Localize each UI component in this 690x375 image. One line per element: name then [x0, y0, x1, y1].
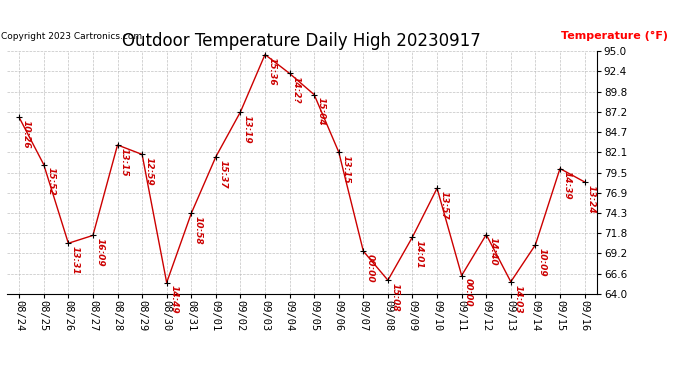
Text: 14:40: 14:40 [489, 237, 497, 266]
Text: 13:31: 13:31 [71, 246, 80, 274]
Text: 14:01: 14:01 [415, 240, 424, 268]
Text: 15:36: 15:36 [268, 57, 277, 86]
Text: 10:58: 10:58 [194, 216, 203, 245]
Text: 12:59: 12:59 [144, 157, 154, 186]
Text: 13:57: 13:57 [440, 191, 449, 220]
Text: 13:19: 13:19 [243, 115, 252, 143]
Text: 14:2?: 14:2? [292, 76, 301, 104]
Title: Outdoor Temperature Daily High 20230917: Outdoor Temperature Daily High 20230917 [123, 33, 481, 51]
Text: 13:15: 13:15 [120, 148, 129, 176]
Text: 13:24: 13:24 [587, 185, 596, 213]
Text: 16:09: 16:09 [95, 238, 104, 267]
Text: 14:39: 14:39 [562, 171, 571, 200]
Text: 15:52: 15:52 [46, 167, 55, 196]
Text: 14:03: 14:03 [513, 285, 522, 313]
Text: Copyright 2023 Cartronics.com: Copyright 2023 Cartronics.com [1, 32, 142, 41]
Text: 14:49: 14:49 [169, 285, 178, 314]
Text: 10:26: 10:26 [21, 120, 30, 149]
Text: 15:37: 15:37 [218, 159, 227, 188]
Text: 10:09: 10:09 [538, 248, 547, 276]
Text: 15:08: 15:08 [391, 283, 400, 312]
Text: 15:04: 15:04 [317, 98, 326, 126]
Text: 00:00: 00:00 [464, 278, 473, 307]
Text: Temperature (°F): Temperature (°F) [561, 31, 668, 41]
Text: 00:00: 00:00 [366, 254, 375, 282]
Text: 13:15: 13:15 [341, 155, 351, 183]
